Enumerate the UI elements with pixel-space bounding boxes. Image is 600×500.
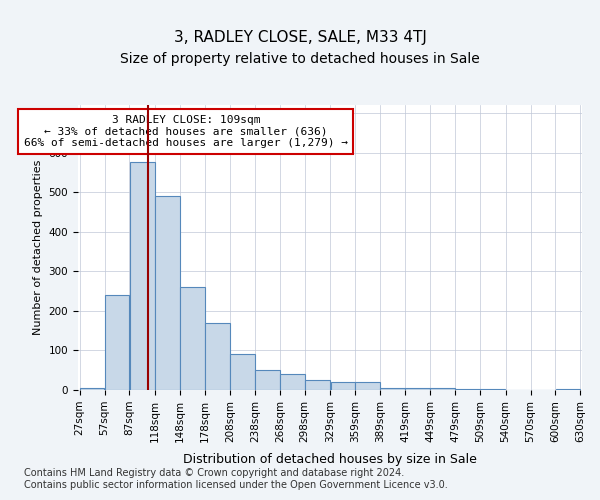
Text: 3 RADLEY CLOSE: 109sqm
← 33% of detached houses are smaller (636)
66% of semi-de: 3 RADLEY CLOSE: 109sqm ← 33% of detached… <box>24 115 348 148</box>
X-axis label: Distribution of detached houses by size in Sale: Distribution of detached houses by size … <box>183 453 477 466</box>
Bar <box>556 389 580 390</box>
Bar <box>455 389 480 390</box>
Bar <box>180 287 205 390</box>
Bar <box>331 382 355 390</box>
Bar <box>305 380 330 390</box>
Bar <box>230 354 255 390</box>
Bar <box>280 374 305 390</box>
Text: Contains HM Land Registry data © Crown copyright and database right 2024.
Contai: Contains HM Land Registry data © Crown c… <box>24 468 448 490</box>
Bar <box>355 382 380 390</box>
Bar <box>480 389 505 390</box>
Bar <box>255 370 280 390</box>
Bar <box>430 388 455 390</box>
Bar <box>405 388 430 390</box>
Text: Size of property relative to detached houses in Sale: Size of property relative to detached ho… <box>120 52 480 66</box>
Bar <box>205 322 230 390</box>
Bar <box>130 162 155 390</box>
Bar <box>80 388 104 390</box>
Bar <box>104 295 130 390</box>
Y-axis label: Number of detached properties: Number of detached properties <box>33 160 43 335</box>
Text: 3, RADLEY CLOSE, SALE, M33 4TJ: 3, RADLEY CLOSE, SALE, M33 4TJ <box>173 30 427 45</box>
Bar <box>155 196 180 390</box>
Bar <box>380 388 405 390</box>
